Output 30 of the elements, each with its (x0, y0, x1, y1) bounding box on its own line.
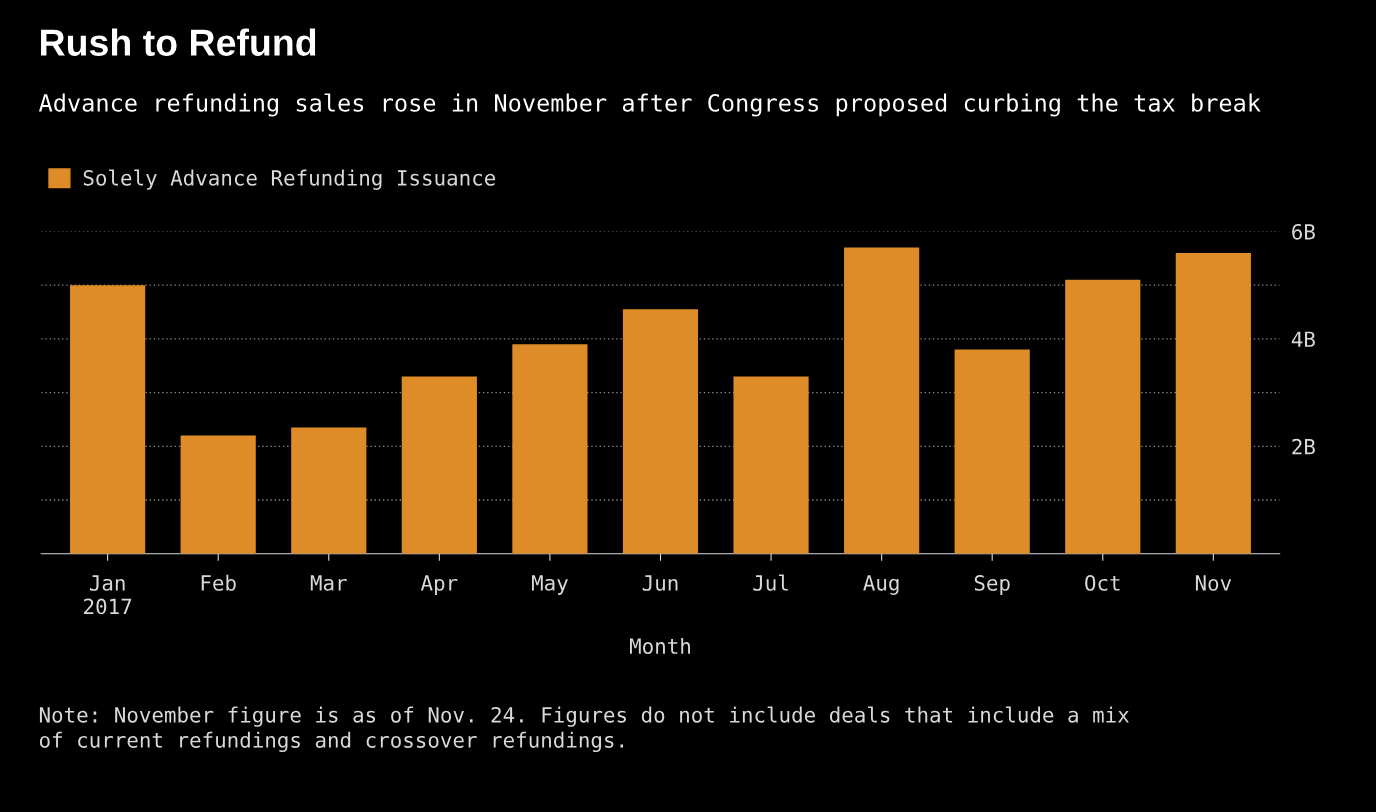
text: Note: November figure is as of Nov. 24. Figures do not include deals that include a mix of current refundings and crossover refundings. (39, 706, 1129, 753)
x-tick-label: Jun (642, 575, 678, 591)
x-tick-label: Feb (201, 574, 236, 591)
chart-title: Rush to Refund (41, 28, 316, 56)
x-tick-label: Nov (1195, 575, 1232, 591)
x-axis-title: Month (630, 637, 690, 655)
y-tick-label: 4B (1291, 331, 1315, 347)
bar (70, 285, 146, 554)
x-tick-label: Sep (974, 575, 1010, 595)
bar (291, 427, 367, 554)
chart-subtitle: Advance refunding sales rose in November after Congress proposed curbing the tax break (38, 93, 1261, 117)
x-tick-label: Oct (1085, 575, 1120, 591)
x-tick-label: Jan 2017 (84, 575, 132, 615)
y-tick-label: 2B (1292, 438, 1315, 455)
bar (512, 344, 588, 554)
x-tick-label: Mar (310, 575, 347, 591)
bar (622, 309, 699, 554)
bar (844, 247, 920, 554)
legend-label: Solely Advance Refunding Issuance (83, 169, 496, 190)
bar (733, 376, 809, 554)
x-tick-label: Jul (753, 574, 788, 591)
x-tick-label: Apr (420, 575, 458, 595)
bar (1175, 252, 1251, 554)
bar (1065, 279, 1141, 554)
bar (954, 349, 1030, 554)
bar (180, 435, 256, 554)
bar (401, 376, 477, 554)
x-tick-label: May (531, 575, 568, 595)
y-tick-label: 6B (1292, 223, 1315, 240)
x-tick-label: Aug (863, 575, 899, 595)
